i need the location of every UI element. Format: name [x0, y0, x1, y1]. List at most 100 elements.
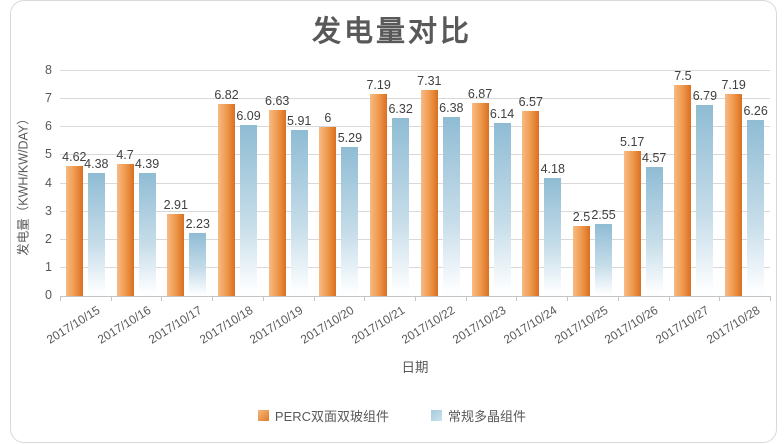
bar-perc-module: [471, 102, 489, 296]
x-axis-tick-mark: [618, 296, 619, 301]
data-label: 5.29: [337, 131, 363, 146]
x-axis-tick-mark: [567, 296, 568, 301]
data-label: 4.57: [642, 151, 667, 166]
gridline: [60, 266, 770, 268]
x-axis-tick-mark: [466, 296, 467, 301]
legend-label: PERC双面双玻组件: [274, 409, 390, 424]
legend: PERC双面双玻组件 常规多晶组件: [0, 406, 784, 425]
bar-group: 6.63 5.91: [263, 71, 314, 296]
bar-group: 6.87 6.14: [466, 71, 517, 296]
legend-marker-blue: [431, 410, 443, 421]
x-tick-label: 2017/10/27: [652, 303, 712, 347]
x-tick-label: 2017/10/25: [551, 303, 610, 347]
bar-perc-module: [572, 225, 590, 296]
bar-conventional-poly-module: [544, 178, 562, 296]
bar-group: 2.5 2.55: [567, 71, 618, 296]
bar-perc-module: [319, 127, 337, 296]
data-label: 7.5: [674, 69, 692, 84]
data-label: 7.31: [417, 74, 442, 89]
data-label: 5.17: [620, 134, 645, 149]
x-tick-label: 2017/10/18: [196, 303, 255, 347]
bar-conventional-poly-module: [747, 119, 765, 296]
data-label: 2.55: [591, 208, 616, 223]
x-axis-tick-mark: [314, 296, 315, 301]
x-tick-label: 2017/10/26: [602, 303, 661, 347]
x-tick-label: 2017/10/21: [348, 303, 408, 347]
gridline: [60, 70, 770, 71]
y-tick-label: 8: [45, 63, 52, 77]
data-label: 4.38: [84, 156, 109, 171]
bar-conventional-poly-module: [87, 172, 105, 296]
x-axis-tick-mark: [60, 296, 61, 301]
x-tick-label: 2017/10/15: [44, 303, 103, 347]
x-tick-label: 2017/10/19: [247, 303, 306, 347]
x-axis-tick-mark: [516, 296, 517, 301]
y-tick-label: 4: [45, 175, 52, 190]
data-label: 6.32: [388, 102, 413, 117]
bar-perc-module: [268, 109, 286, 296]
bar-group: 7.31 6.38: [415, 71, 466, 296]
legend-item-perc-module: PERC双面双玻组件: [257, 406, 390, 425]
y-tick-label: 2: [45, 231, 52, 246]
bar-group: 7.19 6.32: [364, 71, 415, 296]
bar-group: 4.7 4.39: [111, 71, 162, 296]
data-label: 6.57: [518, 95, 543, 110]
bar-conventional-poly-module: [442, 116, 460, 296]
data-label: 6.87: [467, 86, 493, 101]
x-axis-tick-mark: [263, 296, 264, 301]
bar-group: 5.17 4.57: [618, 71, 669, 296]
x-tick-label: 2017/10/20: [297, 303, 357, 347]
data-label: 2.5: [572, 209, 591, 224]
chart-title: 发电量对比: [311, 14, 472, 48]
bar-conventional-poly-module: [341, 147, 359, 296]
bar-conventional-poly-module: [290, 129, 308, 296]
x-axis-tick-mark: [415, 296, 416, 301]
plot-area: 4.62 4.38 4.7 4.39 2.91 2.23 6.82 6.09 6.63 5.91 6…: [60, 69, 771, 301]
x-tick-label: 2017/10/22: [399, 303, 458, 347]
bar-perc-module: [65, 166, 83, 296]
bar-perc-module: [167, 214, 185, 296]
data-label: 6: [324, 111, 332, 126]
x-axis-tick-mark: [719, 296, 720, 301]
bar-perc-module: [370, 93, 388, 296]
bar-group: 7.5 6.79: [669, 69, 720, 296]
data-label: 6.79: [692, 89, 718, 104]
y-tick-label: 6: [45, 119, 52, 134]
bar-perc-module: [623, 150, 641, 296]
data-label: 6.38: [439, 100, 464, 115]
x-axis-tick-labels: 2017/10/15 2017/10/16 2017/10/17 2017/10/18…: [44, 303, 770, 363]
y-tick-label: 5: [45, 147, 52, 162]
y-tick-label: 7: [45, 91, 52, 106]
data-label: 4.18: [540, 162, 565, 177]
data-label: 2.23: [185, 217, 210, 232]
x-axis-tick-mark: [364, 296, 365, 301]
x-axis-tick-mark: [770, 296, 771, 301]
x-axis-tick-mark: [669, 296, 670, 301]
data-label: 7.19: [721, 77, 746, 92]
x-tick-label: 2017/10/24: [500, 303, 560, 347]
data-label: 6.82: [214, 88, 239, 103]
y-tick-label: 1: [45, 259, 52, 274]
gridline: [60, 182, 770, 184]
legend-label: 常规多晶组件: [448, 409, 527, 424]
gridline: [60, 238, 770, 240]
bar-group: 6.82 6.09: [212, 71, 263, 296]
bar-perc-module: [420, 90, 438, 296]
x-axis-tick-mark: [111, 296, 112, 301]
data-label: 4.39: [134, 156, 160, 171]
x-tick-label: 2017/10/28: [703, 303, 763, 347]
data-label: 6.26: [743, 103, 768, 118]
x-tick-label: 2017/10/16: [95, 303, 154, 347]
bar-perc-module: [674, 85, 692, 296]
bar-conventional-poly-module: [392, 118, 410, 296]
bar-group: 6 5.29: [314, 71, 365, 296]
bar-perc-module: [116, 163, 134, 296]
legend-item-conventional-poly-module: 常规多晶组件: [431, 406, 526, 425]
bar-group: 2.91 2.23: [161, 71, 212, 296]
bar-conventional-poly-module: [493, 123, 511, 296]
gridline: [60, 98, 770, 100]
bar-conventional-poly-module: [189, 233, 207, 296]
data-label: 2.91: [163, 198, 188, 213]
gridline: [60, 154, 770, 156]
